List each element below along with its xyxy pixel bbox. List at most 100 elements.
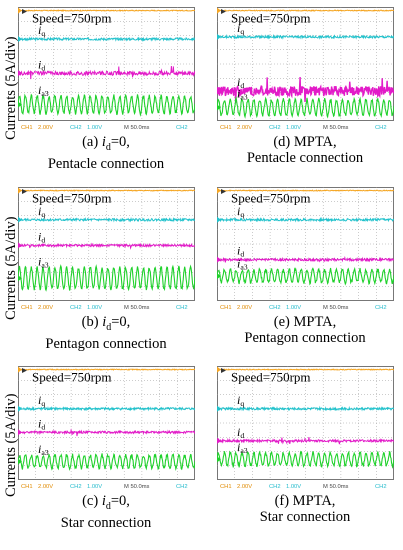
status-ch2-scale: 1.00V [87, 125, 102, 131]
scope-panel-e: Speed=750rpm iq id ia3 CH1 2.00V CH2 1.00V M 50.… [217, 187, 394, 311]
status-ch1: CH1 [21, 125, 33, 131]
speed-channel-marker [18, 187, 22, 194]
id-label: id [38, 416, 45, 431]
iq-label: iq [237, 393, 244, 408]
status-trigger-channel: CH2 [375, 305, 387, 311]
status-ch1-scale: 2.00V [38, 125, 53, 131]
trigger-marker-icon [221, 9, 226, 14]
iq-label: iq [237, 21, 244, 36]
ia-label: ia3 [237, 87, 248, 102]
scope-panel-b: Speed=750rpm iq id ia3 CH1 2.00V CH2 1.00V M 50.… [18, 187, 195, 311]
id-channel-marker [217, 256, 221, 263]
id-channel-marker [217, 437, 221, 444]
status-ch2: CH2 [269, 305, 281, 311]
ia-trace [217, 450, 394, 469]
caption-d: (d) MPTA, Pentacle connection [246, 134, 364, 166]
iq-channel-marker [18, 216, 22, 223]
trigger-marker-icon [22, 9, 27, 14]
caption-c: (c) id=0, Star connection [60, 493, 152, 531]
iq-trace [217, 405, 394, 412]
status-trigger-channel: CH2 [375, 484, 387, 490]
speed-label: Speed=750rpm [32, 11, 112, 26]
status-ch2: CH2 [70, 125, 82, 131]
ia-channel-marker [217, 273, 221, 280]
status-ch2: CH2 [269, 484, 281, 490]
ia-channel-marker [18, 101, 22, 108]
speed-trace [217, 368, 394, 371]
ia-channel-marker [18, 275, 22, 282]
status-ch2-scale: 1.00V [286, 305, 301, 311]
speed-trace [217, 9, 394, 12]
ia-label: ia3 [237, 440, 248, 455]
status-ch2-scale: 1.00V [87, 484, 102, 490]
id-channel-marker [18, 70, 22, 77]
id-trace [217, 76, 394, 103]
status-ch1: CH1 [220, 125, 232, 131]
ia-label: ia3 [38, 83, 49, 98]
status-ch1: CH1 [220, 484, 232, 490]
speed-trace [217, 189, 394, 192]
iq-channel-marker [217, 33, 221, 40]
speed-channel-marker [18, 366, 22, 373]
speed-channel-marker [217, 7, 221, 14]
ia-channel-marker [217, 456, 221, 463]
trigger-marker-icon [22, 368, 27, 373]
caption-a: (a) id=0, Pentacle connection [47, 134, 165, 172]
ia-trace [18, 452, 195, 472]
iq-trace [217, 33, 394, 40]
speed-label: Speed=750rpm [32, 370, 112, 385]
speed-label: Speed=750rpm [32, 191, 112, 206]
iq-channel-marker [18, 405, 22, 412]
status-timebase: M 50.0ms [124, 125, 150, 131]
id-trace [217, 255, 394, 263]
status-ch2-scale: 1.00V [286, 484, 301, 490]
id-label: id [237, 244, 244, 259]
id-channel-marker [217, 88, 221, 95]
status-timebase: M 50.0ms [323, 125, 349, 131]
status-ch1-scale: 2.00V [38, 484, 53, 490]
status-trigger-channel: CH2 [375, 125, 387, 131]
ia-label: ia3 [38, 442, 49, 457]
ia-channel-marker [18, 458, 22, 465]
ia-trace [18, 264, 195, 292]
scope-panel-d: Speed=750rpm iq id ia3 CH1 2.00V CH2 1.00V M 50.… [217, 7, 394, 131]
iq-label: iq [38, 204, 45, 219]
ia-channel-marker [217, 104, 221, 111]
speed-trace [18, 368, 195, 371]
speed-channel-marker [217, 366, 221, 373]
id-label: id [38, 57, 45, 72]
status-ch2-scale: 1.00V [87, 305, 102, 311]
speed-channel-marker [217, 187, 221, 194]
iq-label: iq [38, 23, 45, 38]
status-ch2: CH2 [70, 305, 82, 311]
status-timebase: M 50.0ms [323, 484, 349, 490]
status-ch2-scale: 1.00V [286, 125, 301, 131]
ia-trace [217, 266, 394, 286]
iq-trace [18, 36, 195, 43]
ia-trace [217, 96, 394, 119]
id-label: id [237, 75, 244, 90]
status-ch1: CH1 [21, 484, 33, 490]
speed-label: Speed=750rpm [231, 370, 311, 385]
caption-b: (b) id=0, Pentagon connection [45, 314, 167, 352]
speed-trace [18, 9, 195, 12]
iq-channel-marker [18, 36, 22, 43]
status-trigger-channel: CH2 [176, 125, 188, 131]
iq-channel-marker [217, 405, 221, 412]
speed-label: Speed=750rpm [231, 11, 311, 26]
iq-label: iq [237, 204, 244, 219]
trigger-marker-icon [22, 189, 27, 194]
scope-panel-c: Speed=750rpm iq id ia3 CH1 2.00V CH2 1.00V M 50.… [18, 366, 195, 490]
status-trigger-channel: CH2 [176, 484, 188, 490]
status-ch1-scale: 2.00V [38, 305, 53, 311]
trigger-marker-icon [221, 189, 226, 194]
trigger-marker-icon [221, 368, 226, 373]
id-channel-marker [18, 242, 22, 249]
iq-channel-marker [217, 216, 221, 223]
speed-label: Speed=750rpm [231, 191, 311, 206]
